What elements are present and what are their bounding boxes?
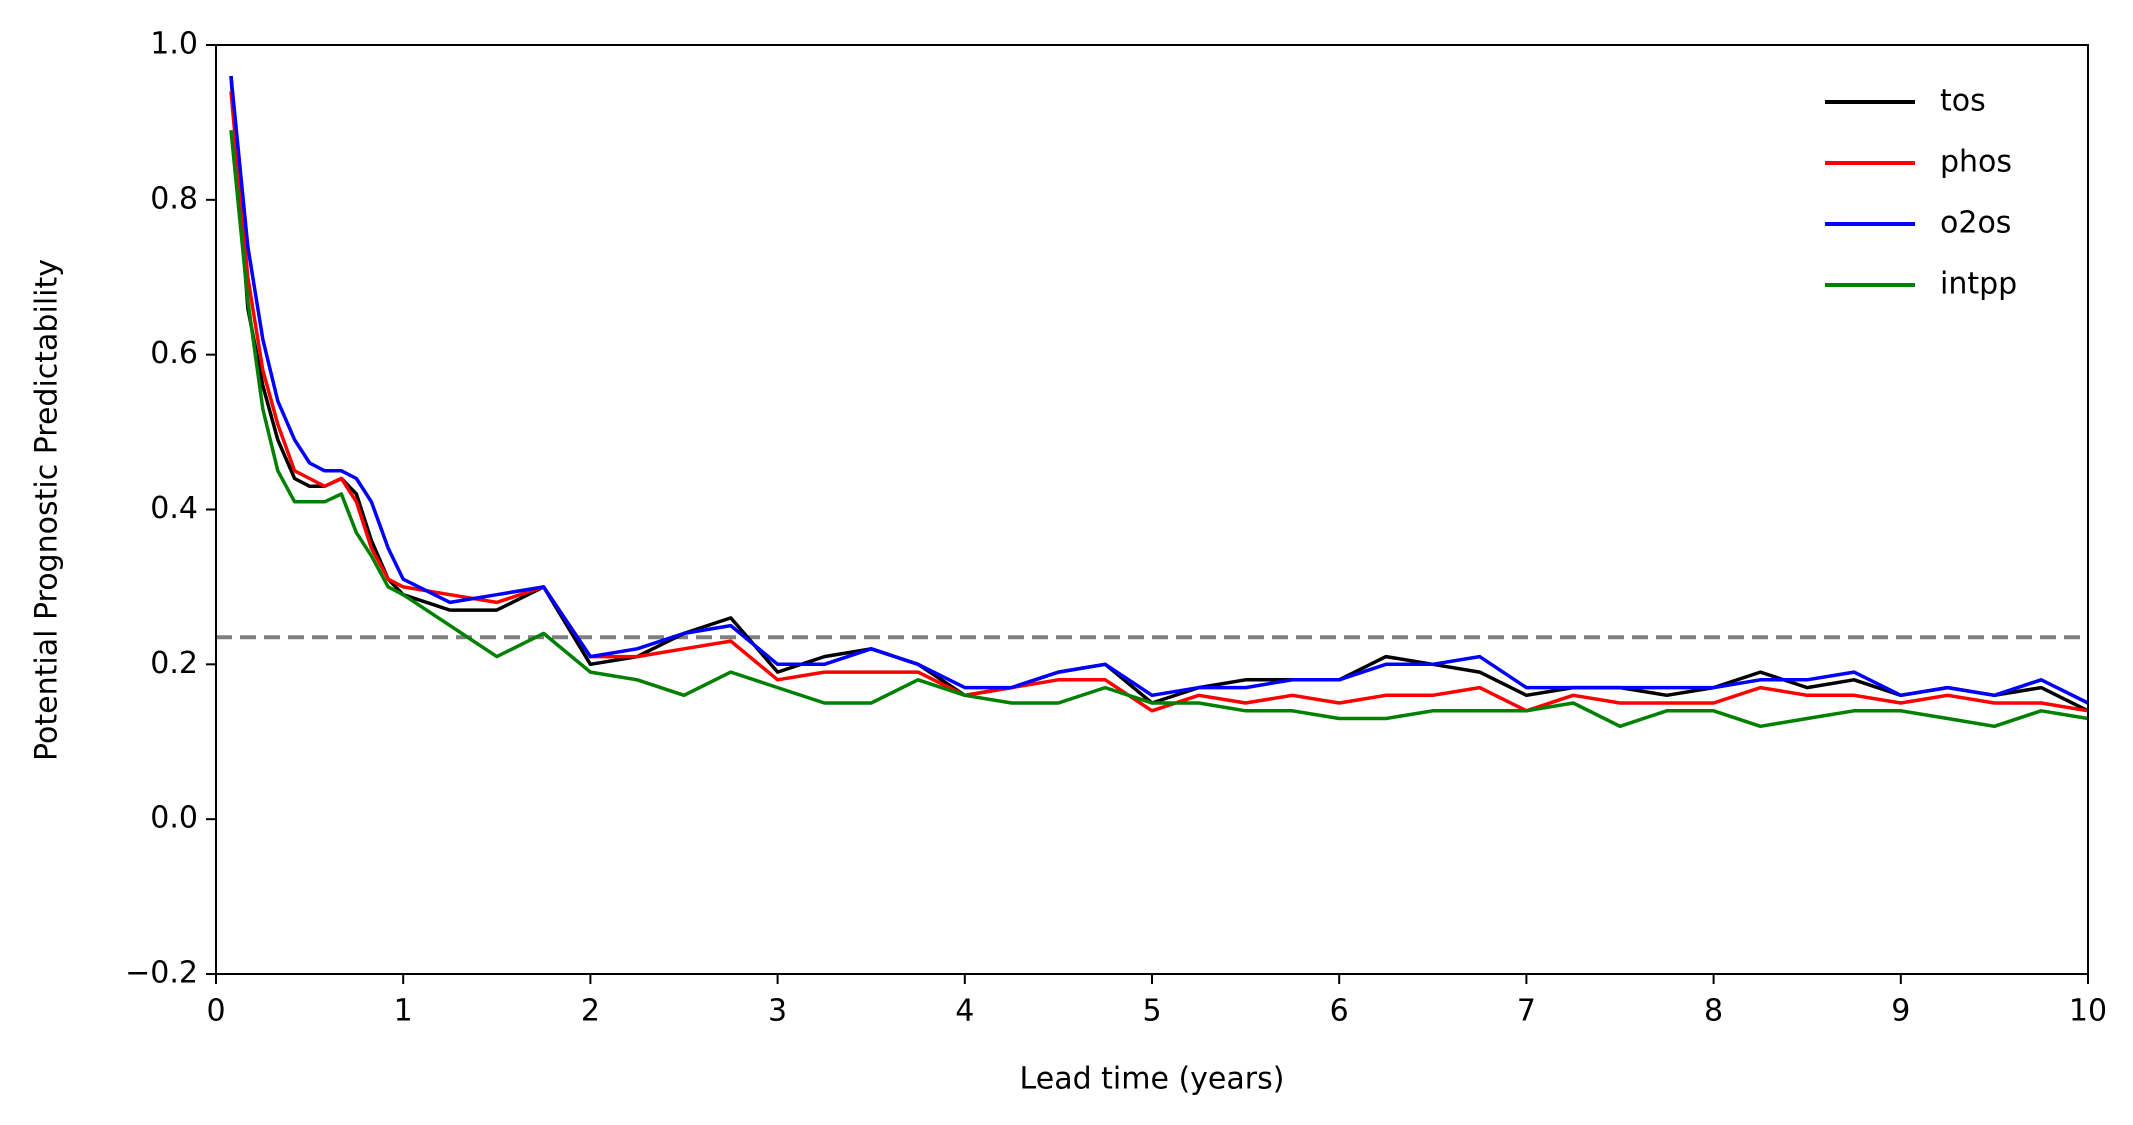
x-tick-label: 4 [955,994,974,1029]
x-tick-label: 6 [1330,994,1349,1029]
series-line [229,75,2089,713]
y-tick-label: 0.0 [150,801,198,836]
legend-label: o2os [1940,206,2011,241]
series-line [229,130,2089,729]
x-tick-label: 5 [1142,994,1161,1029]
x-tick-label: 2 [581,994,600,1029]
x-tick-label: 1 [394,994,413,1029]
x-tick-label: 3 [768,994,787,1029]
y-axis-label: Potential Prognostic Predictability [30,259,65,761]
legend-label: tos [1940,84,1986,119]
series-line [229,91,2089,713]
plot-frame [215,44,2089,975]
y-tick-label: 1.0 [150,27,198,62]
y-tick-label: −0.2 [125,956,198,991]
x-tick-label: 8 [1704,994,1723,1029]
y-tick-label: 0.6 [150,336,198,371]
x-tick-label: 9 [1891,994,1910,1029]
x-tick-label: 0 [206,994,225,1029]
series-line [229,75,2089,705]
legend-label: phos [1940,145,2012,180]
x-tick-label: 10 [2069,994,2107,1029]
legend-label: intpp [1940,267,2017,302]
y-tick-label: 0.4 [150,491,198,526]
y-tick-label: 0.8 [150,181,198,216]
y-tick-label: 0.2 [150,646,198,681]
x-axis-label: Lead time (years) [1020,1062,1285,1097]
x-tick-label: 7 [1517,994,1536,1029]
